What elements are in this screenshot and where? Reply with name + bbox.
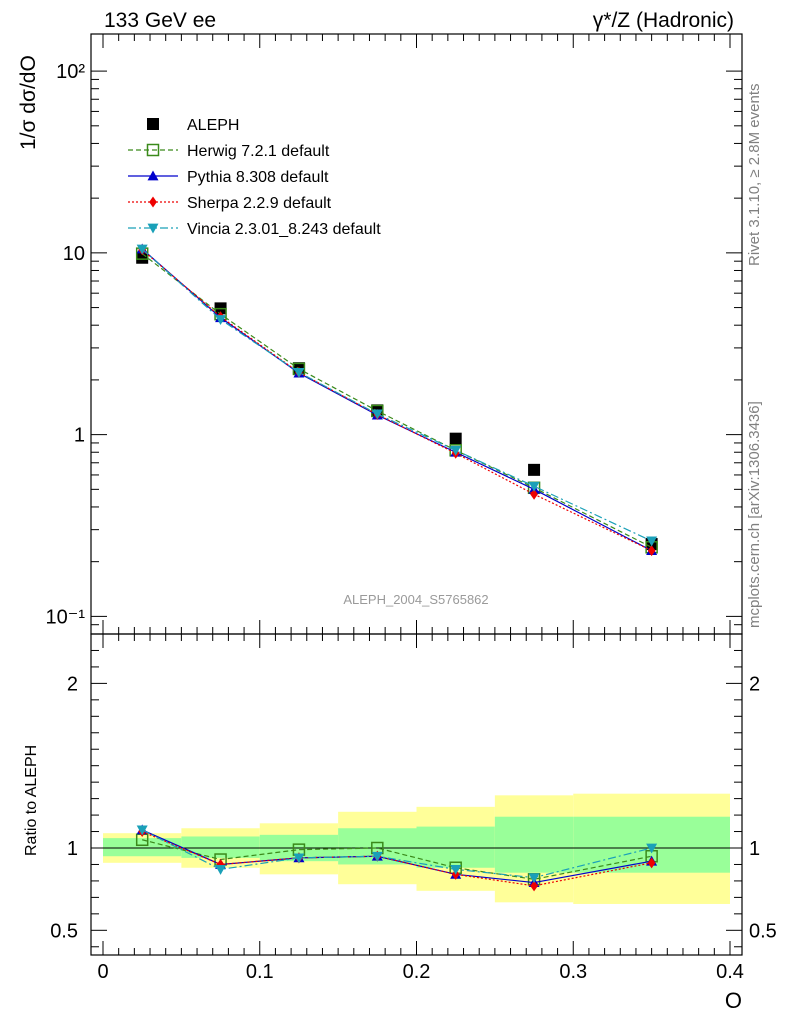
ratio-frame: [90, 633, 743, 956]
triangle-down-marker: [646, 843, 658, 854]
legend-entry: ALEPH: [147, 117, 239, 134]
triangle-down-marker: [528, 481, 540, 492]
legend-entry: Pythia 8.308 default: [128, 169, 329, 186]
triangle-down-marker: [293, 853, 305, 864]
legend-label: Herwig 7.2.1 default: [187, 143, 330, 160]
ratio-series-group: [135, 824, 658, 892]
data-point-marker: [528, 463, 541, 476]
legend-label: ALEPH: [187, 117, 239, 134]
triangle-down-marker: [371, 851, 383, 862]
ratio-series: [136, 825, 658, 884]
inner-band-bin: [494, 816, 574, 873]
x-tick-label: 0.1: [246, 961, 274, 983]
ratio-y-tick-label: 1: [67, 838, 78, 860]
panel-frames: [90, 33, 743, 956]
ratio-y-tick-label-right: 2: [749, 673, 760, 695]
legend-label: Pythia 8.308 default: [187, 169, 329, 186]
main-plot-area: [91, 34, 742, 634]
analysis-watermark: ALEPH_2004_S5765862: [343, 592, 488, 607]
square-marker: [146, 143, 160, 157]
triangle-down-marker: [371, 409, 383, 420]
legend-entry: Vincia 2.3.01_8.243 default: [128, 221, 381, 238]
diamond-marker: [530, 488, 538, 500]
main-y-tick-label: 10⁻¹: [46, 606, 86, 628]
x-tick-label: 0.2: [403, 961, 431, 983]
legend: ALEPH Herwig 7.2.1 default Pythia 8.308 de…: [128, 117, 381, 238]
diamond-marker: [647, 545, 656, 557]
triangle-down-marker: [528, 873, 540, 884]
ratio-y-tick-label: 2: [67, 673, 78, 695]
header-energy: 133 GeV ee: [104, 9, 217, 32]
data-point-marker: [449, 432, 462, 445]
main-y-tick-label: 10²: [56, 61, 85, 83]
mcplots-reference-label: mcplots.cern.ch [arXiv:1306.3436]: [746, 401, 763, 628]
data-point-marker: [136, 251, 149, 264]
main-y-tick-label: 10: [63, 243, 85, 265]
x-tick-label: 0.4: [716, 961, 744, 983]
triangle-down-marker: [293, 367, 305, 378]
triangle-down-marker: [215, 315, 227, 325]
ratio-y-tick-label-right: 0.5: [749, 920, 777, 942]
ratio-axis-ticks: 0.5 0.5 1 1 2 2 0 0.1 0.2 0.3 0.4: [50, 634, 777, 983]
triangle-up-marker: [147, 170, 159, 181]
inner-band-bin: [181, 836, 260, 858]
main-panel: [91, 34, 742, 634]
header-process: γ*/Z (Hadronic): [592, 9, 734, 32]
triangle-down-marker: [215, 865, 227, 875]
main-axis-ticks: 10⁻¹ 1 10 10²: [46, 34, 742, 635]
inner-band-bin: [103, 838, 182, 857]
rivet-version-label: Rivet 3.1.10, ≥ 2.8M events: [746, 83, 763, 267]
triangle-down-marker: [147, 223, 159, 234]
triangle-down-marker: [136, 825, 148, 836]
legend-entry: Sherpa 2.2.9 default: [128, 195, 332, 212]
main-y-axis-label: 1/σ dσ/dO: [17, 55, 40, 150]
triangle-down-marker: [646, 536, 658, 547]
triangle-down-marker: [450, 865, 462, 875]
ratio-y-axis-label: Ratio to ALEPH: [23, 744, 40, 856]
x-tick-label: 0.3: [559, 961, 587, 983]
legend-label: Vincia 2.3.01_8.243 default: [187, 221, 381, 238]
diamond-marker: [647, 857, 656, 869]
diamond-marker: [530, 880, 538, 892]
triangle-down-marker: [450, 445, 462, 456]
x-axis-label: O: [725, 988, 742, 1013]
triangle-down-marker: [136, 244, 148, 255]
diamond-marker: [149, 196, 157, 208]
main-y-tick-label: 1: [74, 425, 85, 447]
ratio-y-tick-label: 0.5: [50, 920, 78, 942]
main-series-group: [135, 243, 658, 557]
ratio-y-tick-label-right: 1: [749, 838, 760, 860]
data-point-marker: [147, 118, 159, 130]
legend-label: Sherpa 2.2.9 default: [187, 195, 332, 212]
x-tick-label: 0: [97, 961, 108, 983]
main-series: [136, 244, 658, 547]
legend-entry: Herwig 7.2.1 default: [128, 143, 330, 160]
